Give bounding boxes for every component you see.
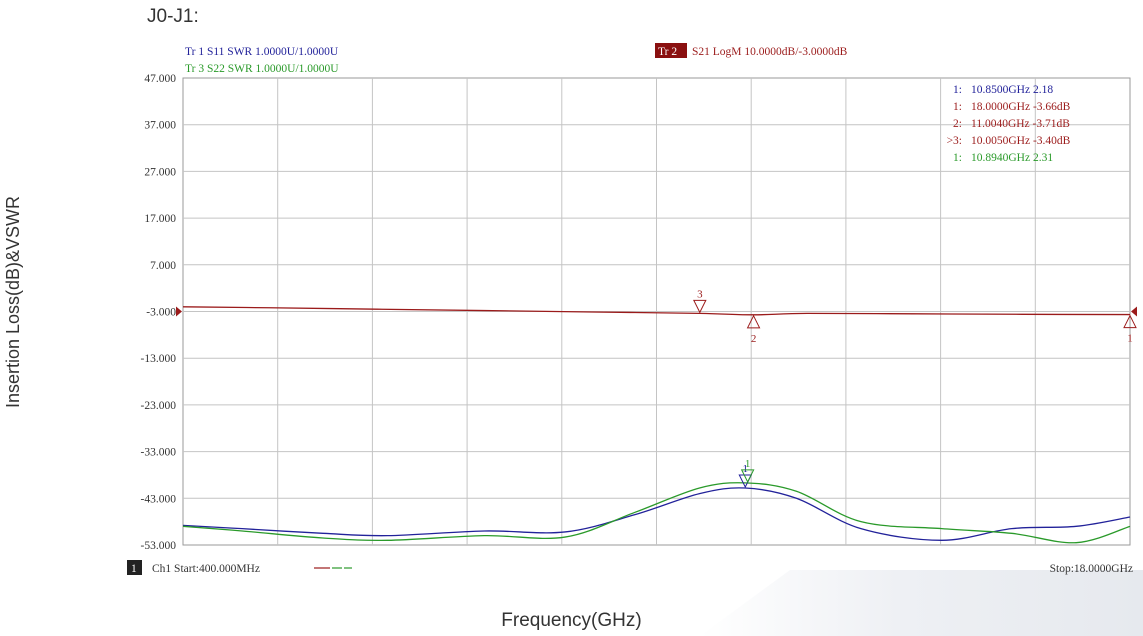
trace-marker-s21-2: 2 [746, 314, 761, 345]
y-tick-label: 37.000 [144, 120, 176, 132]
tr3-header: Tr 3 S22 SWR 1.0000U/1.0000U [185, 63, 339, 75]
marker-table-label: 1: [953, 84, 962, 96]
tr2-badge-bg [655, 43, 687, 58]
y-tick-label: -13.000 [141, 353, 177, 365]
marker-triangle [740, 469, 755, 484]
marker-label: 1 [745, 458, 751, 470]
marker-table-value: 10.8500GHz 2.18 [971, 84, 1053, 96]
y-tick-label: 7.000 [150, 260, 176, 272]
y-tick-label: -43.000 [141, 493, 177, 505]
channel-badge-bg [127, 560, 142, 575]
trace-s22 [182, 482, 1131, 544]
trace-markers: 32 111 [693, 288, 1137, 489]
marker-table-label: 1: [953, 101, 962, 113]
marker-label: 3 [697, 288, 703, 300]
marker-triangle [746, 314, 761, 329]
marker-label: 2 [751, 333, 757, 345]
marker-table-value: 18.0000GHz -3.66dB [971, 101, 1071, 113]
y-tick-label: -3.000 [146, 307, 176, 319]
y-tick-label: -33.000 [141, 447, 177, 459]
marker-triangle [1123, 314, 1137, 329]
reference-arrow-left [176, 306, 182, 317]
trace-marker-s21-1: 1 [1123, 314, 1137, 345]
marker-triangle [693, 299, 707, 314]
tr2-header: S21 LogM 10.0000dB/-3.0000dB [692, 46, 848, 58]
marker-table-value: 11.0040GHz -3.71dB [971, 118, 1070, 130]
trace-s21 [182, 306, 1131, 316]
y-tick-label: 17.000 [144, 213, 176, 225]
trace-s11 [182, 487, 1131, 541]
marker-table-value: 10.8940GHz 2.31 [971, 152, 1053, 164]
channel-badge: 1 [131, 563, 137, 575]
marker-label: 1 [1127, 333, 1133, 345]
reference-arrow-right [1131, 306, 1137, 317]
marker-table-value: 10.0050GHz -3.40dB [971, 135, 1071, 147]
trace-marker-s21-3: 3 [693, 288, 707, 314]
y-tick-label: -23.000 [141, 400, 177, 412]
y-tick-label: -53.000 [141, 540, 177, 552]
tr1-header: Tr 1 S11 SWR 1.0000U/1.0000U [185, 46, 339, 58]
grid [182, 77, 1131, 546]
x-axis-label: Frequency(GHz) [501, 610, 642, 631]
marker-table: 1: 10.8500GHz 2.18 1: 18.0000GHz -3.66dB 2: 1… [947, 84, 1071, 164]
tr2-badge: Tr 2 [658, 46, 677, 58]
marker-table-label: 1: [953, 152, 962, 164]
marker-label: 1 [743, 463, 749, 475]
marker-table-label: 2: [953, 118, 962, 130]
stop-frequency: Stop:18.0000GHz [1050, 563, 1133, 575]
trace-marker-s22-1: 1 [740, 458, 755, 484]
y-tick-labels: 47.000 37.000 27.000 17.000 7.000 -3.000 -13.0… [141, 73, 177, 552]
y-tick-label: 27.000 [144, 166, 176, 178]
traces [176, 306, 1137, 544]
marker-table-label: >3: [947, 135, 962, 147]
chart-title: J0-J1: [147, 6, 199, 27]
y-tick-label: 47.000 [144, 73, 176, 85]
start-frequency: Ch1 Start:400.000MHz [152, 563, 260, 575]
